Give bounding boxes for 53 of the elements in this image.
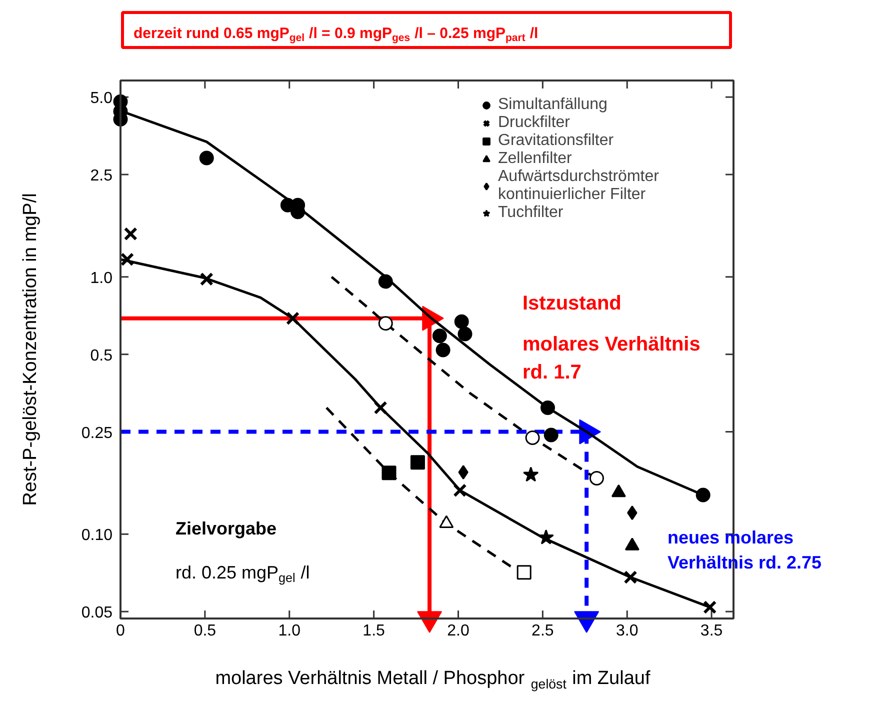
point: [454, 314, 469, 329]
point: [410, 455, 425, 470]
legend-label: Simultanfällung: [498, 96, 608, 114]
point: [696, 488, 710, 502]
y-tick-label: 0.25: [81, 424, 113, 442]
y-tick-label: 0.10: [81, 527, 113, 544]
x-tick-label: 3.0: [616, 622, 638, 640]
y-tick-label: 5.0: [90, 90, 113, 108]
annotation: Zielvorgabe: [176, 518, 277, 538]
legend-label: Zellenfilter: [498, 150, 572, 168]
point: [703, 600, 717, 614]
x-tick-label: 3.5: [700, 622, 723, 640]
x-axis-title: molares Verhältnis Metall / Phosphor gelöst im Zulauf: [215, 668, 651, 692]
point: [458, 326, 472, 342]
point: [199, 150, 214, 166]
point: [286, 312, 300, 326]
point: [374, 400, 388, 415]
y-tick-label: 0.05: [81, 604, 113, 622]
point: [432, 328, 447, 344]
legend-label: Tuchfilter: [498, 204, 564, 222]
point: [124, 227, 138, 241]
point: [453, 484, 467, 498]
y-axis-title: Rest-P-gelöst-Konzentration in mgP/l: [20, 193, 41, 506]
point: [378, 316, 393, 331]
point: [589, 470, 604, 486]
x-tick-label: 0.5: [194, 622, 216, 640]
y-tick-label: 2.5: [90, 168, 113, 185]
x-tick-label: 2.0: [447, 622, 470, 640]
annotation: molares Verhältnis rd. 1.7: [522, 334, 700, 384]
y-tick-label: 0.5: [90, 347, 113, 364]
x-tick-label: 1.5: [362, 622, 386, 640]
legend-label: Aufwärtsdurchströmter kontinuierlicher Filter: [498, 168, 659, 204]
point: [522, 466, 539, 482]
point: [544, 428, 558, 442]
point: [540, 400, 555, 415]
x-tick-label: 1.0: [278, 622, 301, 640]
x-tick-label: 2.5: [532, 622, 554, 640]
y-tick-label: 1.0: [90, 270, 113, 287]
annotation: Istzustand: [522, 292, 622, 314]
point: [382, 466, 396, 480]
point: [436, 342, 450, 358]
legend-label: Gravitationsfilter: [498, 132, 614, 150]
point: [378, 274, 393, 289]
x-tick-label: 0: [116, 622, 126, 640]
point: [525, 430, 540, 445]
point: [120, 252, 134, 266]
legend-label: Druckfilter: [498, 114, 570, 132]
point: [516, 565, 532, 580]
point: [538, 529, 554, 544]
point: [458, 465, 468, 480]
point: [200, 272, 214, 286]
point: [624, 570, 638, 584]
point: [627, 506, 638, 520]
